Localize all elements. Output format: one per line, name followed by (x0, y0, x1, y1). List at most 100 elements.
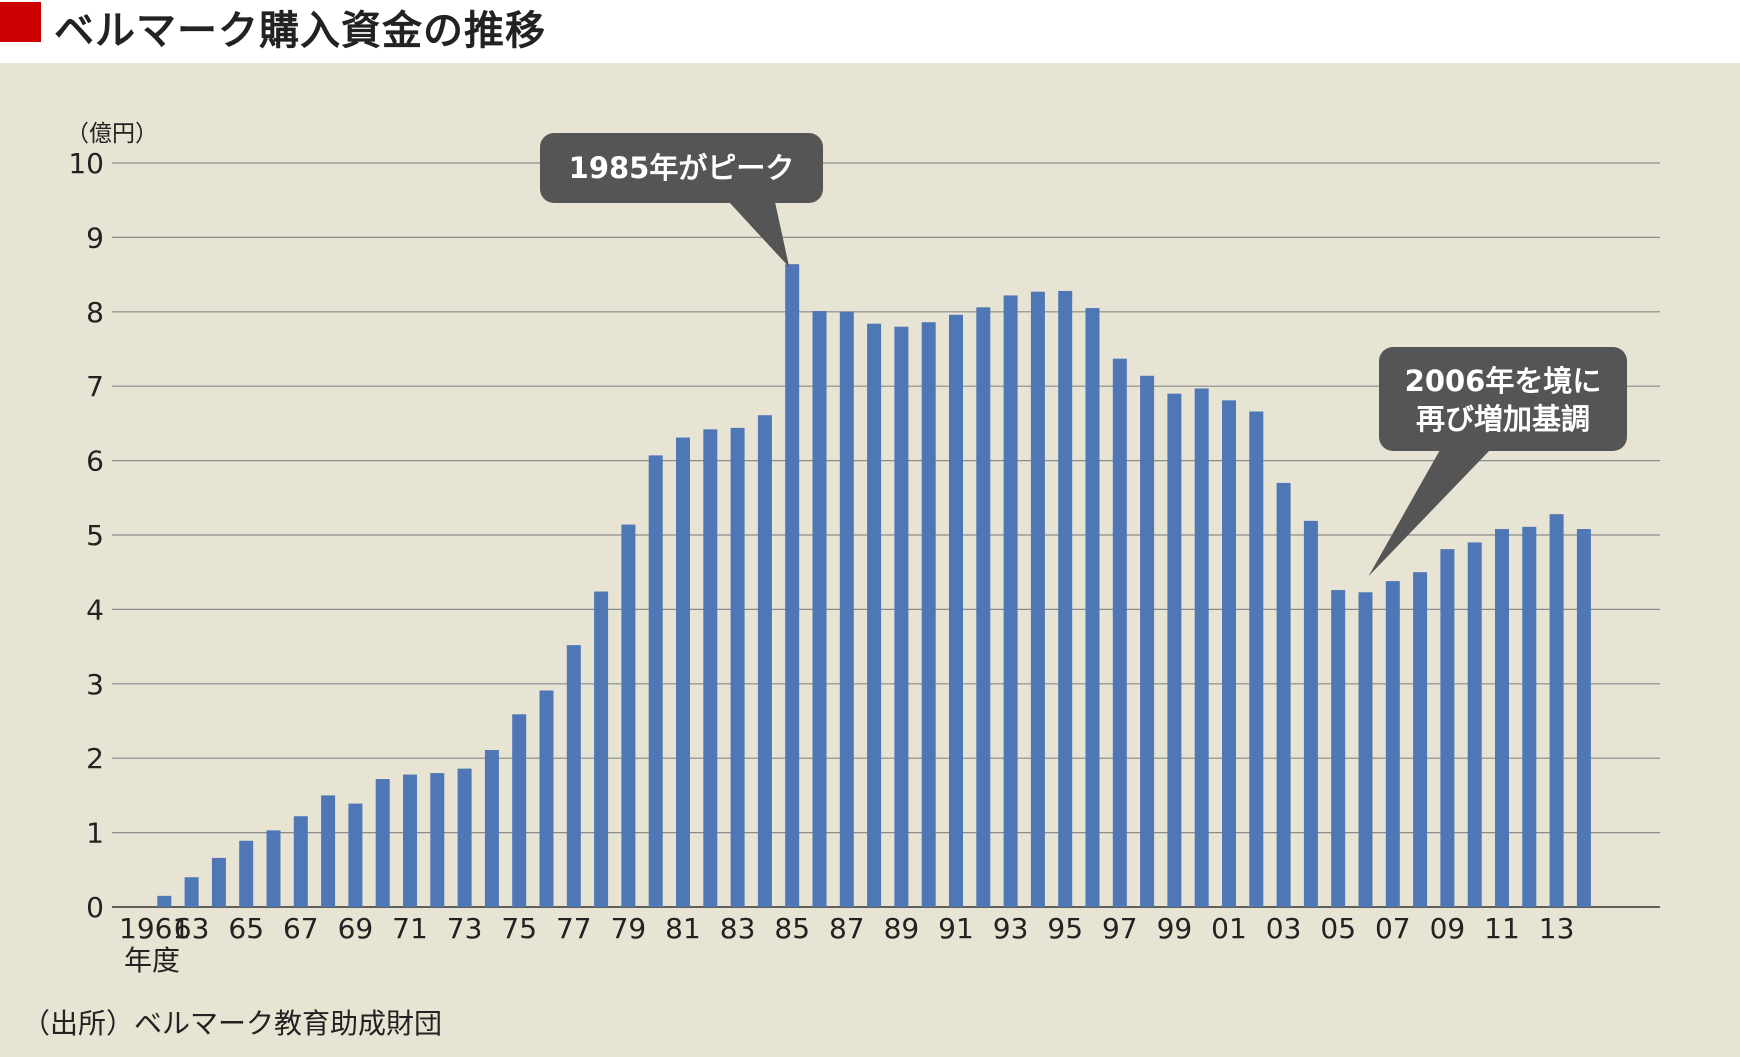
y-tick-label: 6 (86, 445, 104, 478)
bar (703, 429, 718, 907)
bar (1576, 529, 1591, 907)
y-tick-label: 8 (86, 296, 104, 329)
bar (375, 779, 390, 907)
bar (321, 795, 336, 907)
x-tick-label: 79 (611, 912, 647, 945)
bar (1413, 572, 1428, 907)
bar (976, 307, 991, 907)
source-note: （出所）ベルマーク教育助成財団 (22, 1007, 443, 1040)
x-tick-label: 95 (1047, 912, 1083, 945)
bar (1440, 549, 1455, 907)
bar (894, 326, 909, 907)
bar (457, 768, 472, 907)
bar (1112, 358, 1127, 907)
y-tick-label: 10 (68, 147, 104, 180)
bar (1194, 388, 1209, 907)
x-tick-label: 07 (1375, 912, 1411, 945)
bar (430, 773, 445, 907)
y-tick-labels: 0 1 2 3 4 5 6 7 8 9 10 (68, 147, 104, 924)
recovery-callout: 2006年を境に 再び増加基調 (1379, 347, 1627, 451)
grid-lines (112, 162, 1660, 908)
x-tick-label: 65 (228, 912, 264, 945)
bar (757, 415, 772, 907)
bar (1276, 482, 1291, 907)
x-tick-label: 1961 (119, 912, 190, 945)
y-tick-label: 4 (86, 593, 104, 626)
x-tick-label: 63 (174, 912, 210, 945)
bar (1385, 581, 1400, 907)
y-tick-label: 1 (86, 817, 104, 850)
bar (1249, 411, 1264, 907)
bar (211, 857, 226, 907)
bar (1167, 393, 1182, 907)
x-tick-label: 81 (665, 912, 701, 945)
x-tick-label: 85 (774, 912, 810, 945)
x-tick-label: 71 (392, 912, 428, 945)
x-tick-label: 03 (1266, 912, 1302, 945)
bar (839, 311, 854, 907)
x-tick-label: 97 (1102, 912, 1138, 945)
bar (293, 816, 308, 907)
bar (785, 264, 800, 908)
bar (484, 750, 499, 907)
recovery-callout-line-2: 再び増加基調 (1415, 402, 1590, 436)
bar (730, 427, 745, 907)
bar (1003, 295, 1018, 907)
x-tick-label: 75 (501, 912, 537, 945)
peak-callout: 1985年がピーク (540, 133, 823, 203)
bar (403, 774, 417, 907)
peak-callout-pointer (729, 202, 790, 268)
bar (1358, 592, 1373, 907)
bar (157, 895, 172, 907)
x-tick-label: 11 (1484, 912, 1520, 945)
x-tick-label: 01 (1211, 912, 1247, 945)
bar (1085, 308, 1100, 908)
bar (566, 645, 581, 907)
recovery-callout-line-1: 2006年を境に (1404, 364, 1602, 398)
bar (1495, 529, 1509, 907)
page-title: ベルマーク購入資金の推移 (54, 8, 546, 54)
callout-pointers (729, 202, 1490, 577)
title-marker (0, 2, 41, 42)
bar (1303, 520, 1318, 907)
bar (812, 311, 827, 907)
bar (1222, 400, 1236, 907)
x-tick-label: 91 (938, 912, 974, 945)
y-tick-label: 2 (86, 742, 104, 775)
bars (157, 264, 1591, 908)
bar (266, 830, 281, 907)
x-tick-label: 69 (338, 912, 374, 945)
bar (1058, 290, 1073, 907)
x-tick-label: 99 (1157, 912, 1193, 945)
bar (239, 840, 254, 907)
bar (1522, 526, 1537, 907)
x-tick-label: 89 (884, 912, 920, 945)
bar (1331, 590, 1346, 907)
bar (1030, 291, 1045, 907)
x-tick-label: 73 (447, 912, 483, 945)
bar (539, 690, 554, 907)
bar (1140, 375, 1155, 907)
x-axis-label: 年度 (124, 944, 180, 977)
bar (648, 455, 663, 907)
y-tick-label: 0 (86, 891, 104, 924)
x-tick-label: 83 (720, 912, 756, 945)
bar (184, 877, 199, 907)
x-tick-label: 77 (556, 912, 592, 945)
y-tick-label: 9 (86, 221, 104, 254)
y-tick-label: 3 (86, 668, 104, 701)
bar (949, 314, 963, 907)
x-tick-label: 87 (829, 912, 865, 945)
x-tick-label: 67 (283, 912, 319, 945)
y-tick-label: 7 (86, 370, 104, 403)
bar (867, 323, 882, 908)
bar (594, 591, 609, 907)
recovery-callout-pointer (1368, 450, 1490, 577)
y-axis-unit-label: （億円） (66, 121, 158, 147)
bar (1549, 514, 1564, 907)
bar (921, 322, 936, 907)
bar (348, 803, 363, 907)
bar (676, 437, 690, 907)
